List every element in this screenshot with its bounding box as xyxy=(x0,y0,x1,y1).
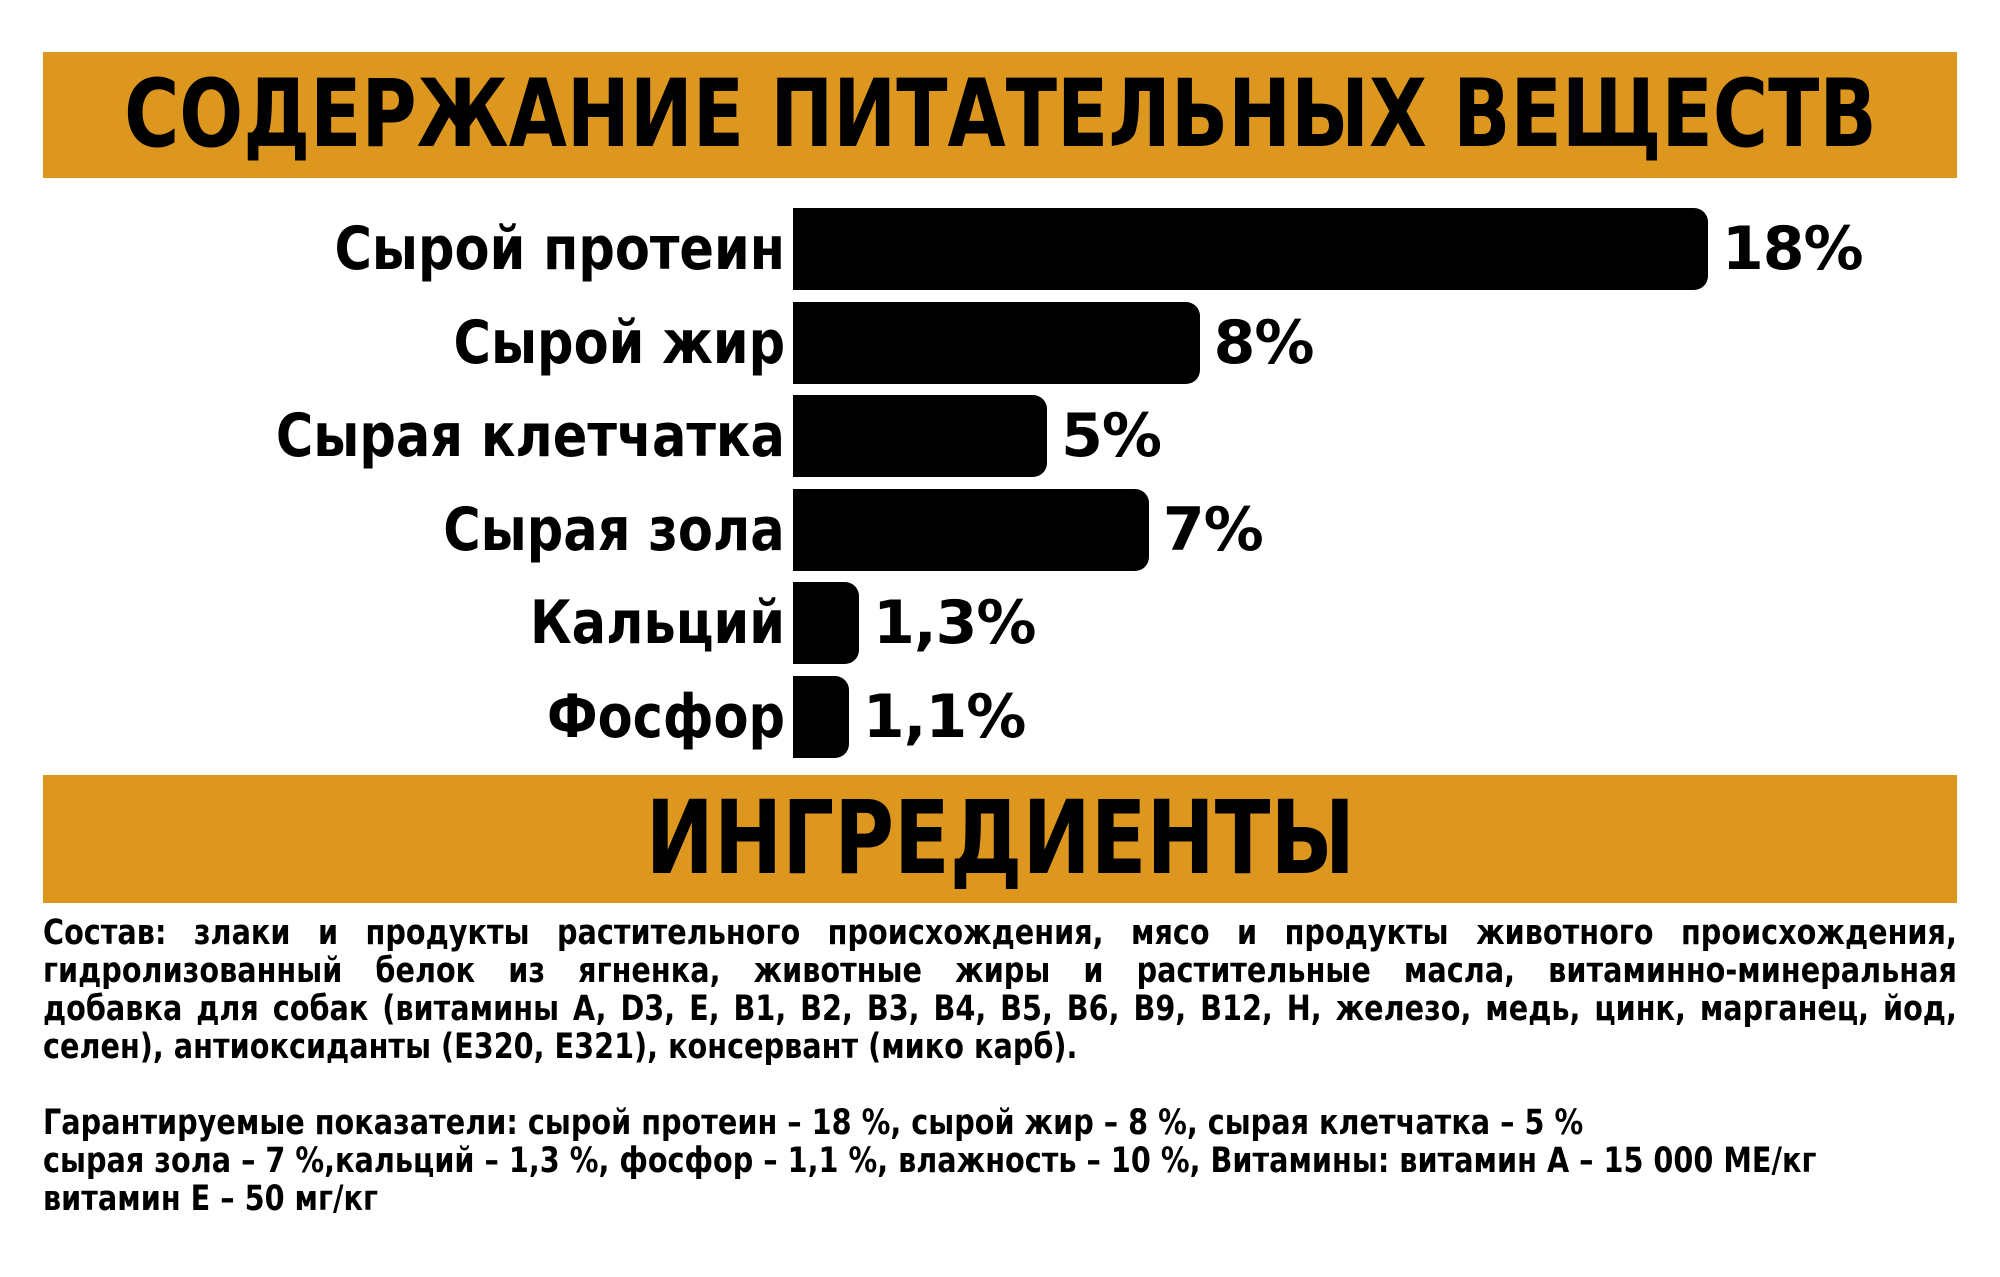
value-label: 8% xyxy=(1213,307,1315,378)
value-label: 1,1% xyxy=(862,681,1026,752)
ingredients-banner-title: ИНГРЕДИЕНТЫ xyxy=(645,779,1355,898)
category-label: Сырая клетчатка xyxy=(0,406,793,466)
text-line: гидролизованный белок из ягненка, животн… xyxy=(43,951,1957,991)
text-line: селен), антиоксиданты (Е320, Е321), конс… xyxy=(43,1027,1078,1067)
text-line: витамин Е – 50 мг/кг xyxy=(43,1179,378,1219)
composition-paragraph: Состав: злаки и продукты растительного п… xyxy=(43,914,1957,1066)
nutrients-bar-chart: Сырой протеин 18% Сырой жир 8% Сырая клетчат… xyxy=(0,208,2000,769)
chart-row: Кальций 1,3% xyxy=(0,582,2000,664)
category-label-text: Сырая зола xyxy=(443,494,785,565)
chart-row: Сырая клетчатка 5% xyxy=(0,395,2000,477)
category-label-text: Сырая клетчатка xyxy=(275,401,785,471)
chart-row: Сырой жир 8% xyxy=(0,301,2000,384)
value-bar xyxy=(793,395,1048,477)
value-label: 18% xyxy=(1722,214,1864,284)
category-label: Сырой жир xyxy=(0,313,793,373)
value-label: 7% xyxy=(1162,494,1264,565)
category-label-text: Фосфор xyxy=(547,681,785,752)
text-line: Гарантируемые показатели: сырой протеин … xyxy=(43,1103,1584,1143)
category-label: Сырой протеин xyxy=(0,219,793,279)
category-label: Фосфор xyxy=(0,687,793,747)
nutrients-header-title: СОДЕРЖАНИЕ ПИТАТЕЛЬНЫХ ВЕЩЕСТВ xyxy=(123,60,1877,169)
chart-row: Сырая зола 7% xyxy=(0,488,2000,571)
chart-row: Сырой протеин 18% xyxy=(0,208,2000,290)
ingredients-text-section: Состав: злаки и продукты растительного п… xyxy=(43,914,1957,1218)
category-label-text: Сырой протеин xyxy=(334,214,785,284)
value-label: 5% xyxy=(1061,401,1162,471)
category-label: Сырая зола xyxy=(0,500,793,560)
value-bar xyxy=(793,582,860,664)
category-label-text: Сырой жир xyxy=(453,307,785,378)
value-bar xyxy=(793,675,849,758)
value-bar xyxy=(793,301,1200,384)
text-line: Состав: злаки и продукты растительного п… xyxy=(43,913,1957,953)
chart-row: Фосфор 1,1% xyxy=(0,675,2000,758)
value-label: 1,3% xyxy=(873,588,1036,658)
text-line: сырая зола – 7 %,кальций – 1,3 %, фосфор… xyxy=(43,1141,1817,1181)
guaranteed-analysis-paragraph: Гарантируемые показатели: сырой протеин … xyxy=(43,1104,1957,1218)
category-label: Кальций xyxy=(0,593,793,653)
text-line: добавка для собак (витамины A, D3, E, B1… xyxy=(43,989,1957,1029)
value-bar xyxy=(793,208,1708,290)
category-label-text: Кальций xyxy=(530,588,785,658)
ingredients-banner: ИНГРЕДИЕНТЫ xyxy=(43,775,1957,903)
value-bar xyxy=(793,488,1149,571)
nutrients-header-banner: СОДЕРЖАНИЕ ПИТАТЕЛЬНЫХ ВЕЩЕСТВ xyxy=(43,52,1957,178)
